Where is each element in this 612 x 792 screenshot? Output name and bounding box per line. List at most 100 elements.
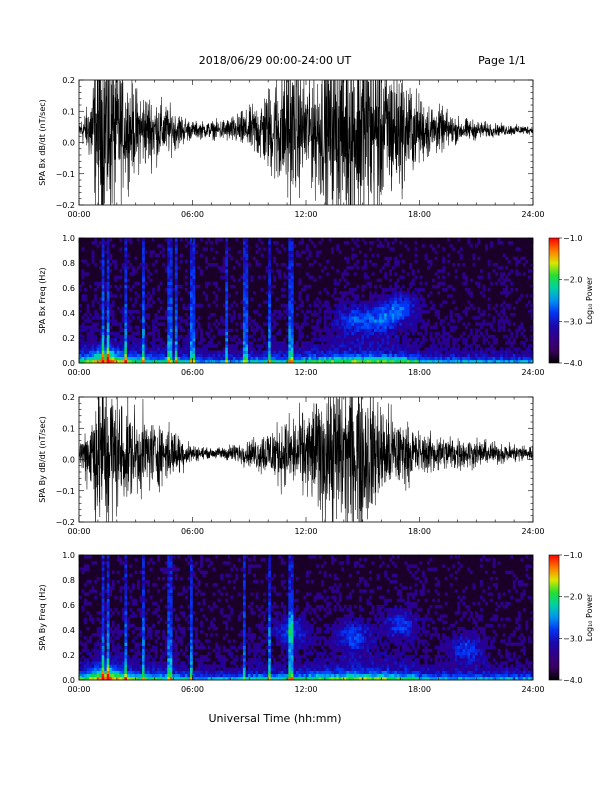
spectrogram-cell xyxy=(338,347,342,351)
spectrogram-cell xyxy=(432,247,435,251)
spectrogram-cell xyxy=(187,303,191,308)
spectrogram-cell xyxy=(290,278,294,283)
spectrogram-cell xyxy=(149,359,153,364)
spectrogram-cell xyxy=(232,658,236,662)
spectrogram-cell xyxy=(142,316,145,320)
spectrogram-cell xyxy=(177,617,181,621)
spectrogram-cell xyxy=(137,325,140,329)
spectrogram-cell xyxy=(379,347,382,351)
spectrogram-cell xyxy=(411,291,415,295)
spectrogram-cell xyxy=(137,667,140,671)
spectrogram-cell xyxy=(318,300,322,304)
spectrogram-cell xyxy=(323,344,327,348)
spectrogram-cell xyxy=(225,288,229,292)
spectrogram-cell xyxy=(351,319,355,323)
spectrogram-cell xyxy=(242,655,246,659)
spectrogram-cell xyxy=(288,344,292,348)
spectrogram-cell xyxy=(84,325,87,329)
spectrogram-cell xyxy=(295,325,299,329)
spectrogram-cell xyxy=(134,281,138,286)
spectrogram-cell xyxy=(227,294,231,298)
spectrogram-cell xyxy=(356,319,360,323)
spectrogram-cell xyxy=(101,275,105,279)
spectrogram-cell xyxy=(94,661,97,665)
spectrogram-cell xyxy=(116,655,120,659)
spectrogram-cell xyxy=(237,633,241,637)
spectrogram-cell xyxy=(406,347,410,351)
spectrogram-cell xyxy=(351,303,355,308)
spectrogram-cell xyxy=(457,250,461,254)
spectrogram-cell xyxy=(230,667,234,671)
spectrogram-cell xyxy=(275,344,279,348)
spectrogram-cell xyxy=(364,275,367,279)
spectrogram-cell xyxy=(101,269,105,273)
spectrogram-cell xyxy=(530,306,534,311)
spectrogram-cell xyxy=(89,601,92,606)
spectrogram-cell xyxy=(369,322,372,326)
spectrogram-cell xyxy=(515,353,519,358)
spectrogram-cell xyxy=(449,350,453,354)
spectrogram-cell xyxy=(442,356,446,361)
spectrogram-cell xyxy=(290,259,294,264)
spectrogram-cell xyxy=(419,288,423,292)
spectrogram-cell xyxy=(121,347,125,351)
spectrogram-cell xyxy=(495,303,498,308)
spectrogram-cell xyxy=(106,294,110,298)
spectrogram-cell xyxy=(84,620,87,625)
spectrogram-cell xyxy=(192,359,196,364)
spectrogram-cell xyxy=(497,356,501,361)
spectrogram-cell xyxy=(502,278,506,283)
spectrogram-cell xyxy=(142,300,145,304)
spectrogram-cell xyxy=(205,664,208,668)
spectrogram-cell xyxy=(389,328,393,333)
spectrogram-cell xyxy=(457,263,461,267)
spectrogram-cell xyxy=(237,359,241,364)
spectrogram-cell xyxy=(167,253,171,258)
spectrogram-cell xyxy=(288,341,292,345)
spectrogram-cell xyxy=(220,658,224,662)
spectrogram-cell xyxy=(328,356,332,361)
spectrogram-cell xyxy=(295,263,299,267)
spectrogram-cell xyxy=(258,313,261,317)
spectrogram-cell xyxy=(86,359,90,364)
spectrogram-cell xyxy=(434,250,438,254)
spectrogram-cell xyxy=(119,586,123,590)
spectrogram-cell xyxy=(124,608,128,612)
spectrogram-cell xyxy=(300,238,304,242)
spectrogram-cell xyxy=(139,633,143,637)
spectrogram-cell xyxy=(119,589,123,593)
spectrogram-cell xyxy=(116,636,120,640)
spectrogram-cell xyxy=(119,561,123,565)
spectrogram-cell xyxy=(273,338,277,342)
spectrogram-cell xyxy=(101,630,105,634)
spectrogram-cell xyxy=(212,313,216,317)
spectrogram-cell xyxy=(411,300,415,304)
spectrogram-cell xyxy=(159,359,163,364)
spectrogram-cell xyxy=(328,313,332,317)
spectrogram-cell xyxy=(512,347,516,351)
spectrogram-cell xyxy=(131,598,135,603)
spectrogram-cell xyxy=(505,350,509,354)
spectrogram-cell xyxy=(119,664,123,668)
spectrogram-cell xyxy=(142,269,145,273)
spectrogram-cell xyxy=(137,344,140,348)
spectrogram-cell xyxy=(202,676,206,681)
spectrogram-cell xyxy=(167,241,171,245)
spectrogram-cell xyxy=(268,266,271,270)
spectrogram-cell xyxy=(202,353,206,358)
spectrogram-cell xyxy=(364,344,367,348)
spectrogram-cell xyxy=(189,626,193,631)
spectrogram-cell xyxy=(205,655,208,659)
spectrogram-cell xyxy=(187,347,191,351)
spectrogram-cell xyxy=(230,256,234,261)
spectrogram-cell xyxy=(525,353,529,358)
spectrogram-cell xyxy=(245,319,249,323)
spectrogram-cell xyxy=(189,259,193,264)
spectrogram-cell xyxy=(411,350,415,354)
spectrogram-cell xyxy=(179,297,183,301)
spectrogram-cell xyxy=(205,297,208,301)
spectrogram-cell xyxy=(94,561,97,565)
spectrogram-cell xyxy=(225,356,229,361)
spectrogram-cell xyxy=(323,338,327,342)
spectrogram-cell xyxy=(371,309,375,314)
